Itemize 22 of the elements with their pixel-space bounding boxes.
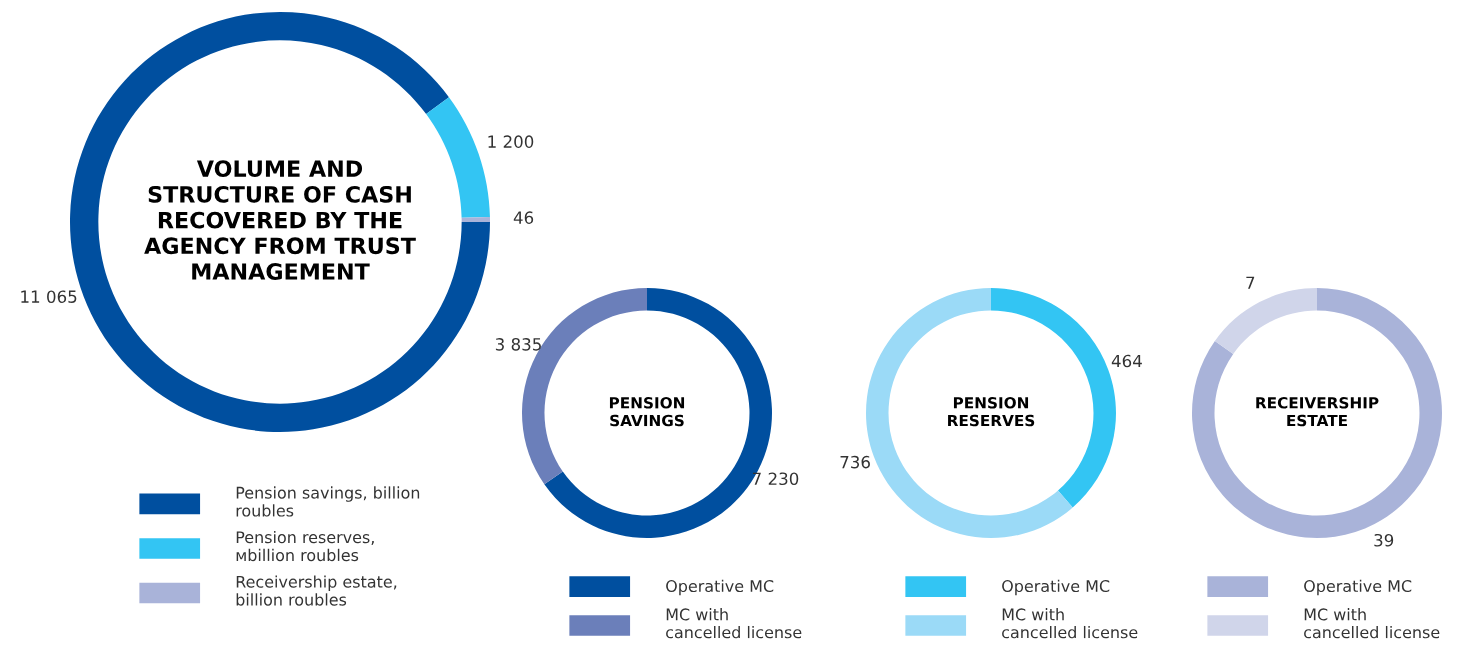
text: PENSION RESERVES <box>948 397 1035 427</box>
data-label: 736 <box>840 455 870 469</box>
legend-label: MC with cancelled license <box>666 608 802 639</box>
data-label: 7 <box>1246 276 1255 289</box>
legend-label: Pension savings, billion roubles <box>236 486 420 517</box>
text: PENSION SAVINGS <box>609 397 685 427</box>
data-label: 3 835 <box>495 338 541 351</box>
data-label: 39 <box>1374 533 1394 547</box>
text: VOLUME AND STRUCTURE OF CASH RECOVERED BY THE AGENCY FROM TRUST MANAGEMENT <box>144 160 416 280</box>
data-label: 11 065 <box>21 290 77 303</box>
legend-label: Pension reserves, мbillion roubles <box>236 530 374 562</box>
legend-label: Operative MC <box>1002 579 1110 596</box>
legend-label: Operative MC <box>666 579 774 596</box>
legend-label: Receivership estate, billion roubles <box>236 575 397 606</box>
data-label: 1 200 <box>488 135 534 148</box>
legend-label: MC with cancelled license <box>1304 608 1440 639</box>
legend-label: MC with cancelled license <box>1002 608 1138 639</box>
text: RECEIVERSHIP ESTATE <box>1256 397 1379 427</box>
data-label: 464 <box>1111 354 1142 368</box>
legend-label: Operative MC <box>1304 579 1412 596</box>
data-label: 7 230 <box>752 472 799 486</box>
data-label: 46 <box>513 211 534 224</box>
